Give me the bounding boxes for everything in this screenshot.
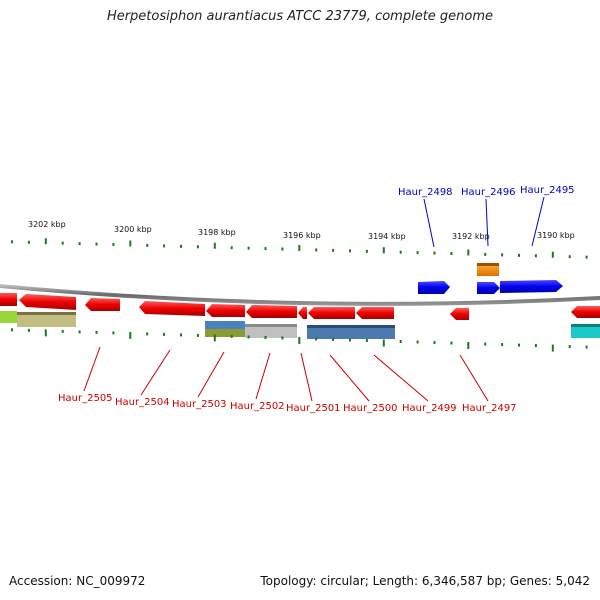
gene-arrow-partial-right[interactable]	[571, 306, 600, 318]
leader-line	[373, 354, 429, 402]
gene-arrow-haur-2498[interactable]	[418, 281, 450, 294]
gene-label[interactable]: Haur_2505	[58, 393, 113, 404]
leader-line	[300, 352, 313, 402]
gene-label[interactable]: Haur_2504	[115, 397, 170, 408]
gene-arrow-haur-2505[interactable]	[19, 294, 76, 310]
leader-line	[83, 346, 101, 392]
gene-label[interactable]: Haur_2502	[230, 401, 285, 412]
kbp-label: 3198 kbp	[198, 228, 236, 237]
gene-labels-upper: Haur_2498 Haur_2496 Haur_2495	[398, 185, 575, 248]
tick-row-upper	[11, 238, 588, 259]
coordinate-labels: 3202 kbp 3200 kbp 3198 kbp 3196 kbp 3194 kbp…	[28, 220, 575, 241]
gene-arrow-haur-2495[interactable]	[500, 280, 563, 293]
gene-arrow-haur-2500[interactable]	[308, 307, 355, 319]
gene-arrow-small[interactable]	[85, 298, 120, 311]
gene-label[interactable]: Haur_2498	[398, 187, 453, 198]
leader-line	[140, 349, 171, 396]
feature-green-left[interactable]	[0, 311, 17, 323]
leader-line	[459, 354, 489, 402]
leader-line	[197, 351, 225, 398]
kbp-label: 3202 kbp	[28, 220, 66, 229]
gene-arrow-haur-2504[interactable]	[139, 301, 205, 316]
feature-steelblue-2500[interactable]	[307, 325, 355, 339]
kbp-label: 3196 kbp	[283, 231, 321, 240]
accession-text: Accession: NC_009972	[9, 574, 146, 588]
feature-grey-2502[interactable]	[245, 324, 297, 338]
leader-line	[255, 352, 271, 400]
gene-arrow-partial-left[interactable]	[0, 293, 17, 306]
gene-arrow-haur-2496[interactable]	[477, 282, 500, 294]
kbp-label: 3200 kbp	[114, 225, 152, 234]
kbp-label: 3194 kbp	[368, 232, 406, 241]
gene-arrow-haur-2497[interactable]	[450, 308, 469, 320]
tick-row-lower	[11, 328, 588, 352]
feature-cyan[interactable]	[571, 324, 600, 338]
gene-arrow-haur-2501[interactable]	[298, 307, 307, 319]
gene-label[interactable]: Haur_2499	[402, 403, 457, 414]
kbp-label: 3190 kbp	[537, 231, 575, 240]
gene-arrow-haur-2503[interactable]	[206, 304, 245, 317]
leader-line	[423, 198, 435, 248]
feature-steelblue-2499[interactable]	[355, 325, 395, 339]
genome-backbone	[0, 284, 600, 306]
gene-label[interactable]: Haur_2495	[520, 185, 575, 196]
gene-arrow-haur-2499[interactable]	[356, 307, 394, 319]
genome-summary-text: Topology: circular; Length: 6,346,587 bp…	[260, 574, 590, 588]
leader-line	[531, 196, 545, 247]
leader-line	[485, 198, 489, 247]
feature-steelblue-2503[interactable]	[205, 321, 245, 329]
gene-label[interactable]: Haur_2496	[461, 187, 516, 198]
gene-label[interactable]: Haur_2497	[462, 403, 517, 414]
leader-line	[329, 354, 370, 402]
gene-label[interactable]: Haur_2503	[172, 399, 227, 410]
gene-labels-lower: Haur_2505 Haur_2504 Haur_2503 Haur_2502 Haur…	[58, 346, 517, 414]
gene-label[interactable]: Haur_2500	[343, 403, 398, 414]
kbp-label: 3192 kbp	[452, 232, 490, 241]
feature-orange[interactable]	[477, 263, 499, 276]
gene-arrow-haur-2502[interactable]	[246, 305, 297, 318]
page-title: Herpetosiphon aurantiacus ATCC 23779, co…	[106, 9, 494, 24]
gene-label[interactable]: Haur_2501	[286, 403, 341, 414]
feature-olive-2503[interactable]	[205, 329, 245, 337]
feature-olive[interactable]	[17, 312, 76, 327]
